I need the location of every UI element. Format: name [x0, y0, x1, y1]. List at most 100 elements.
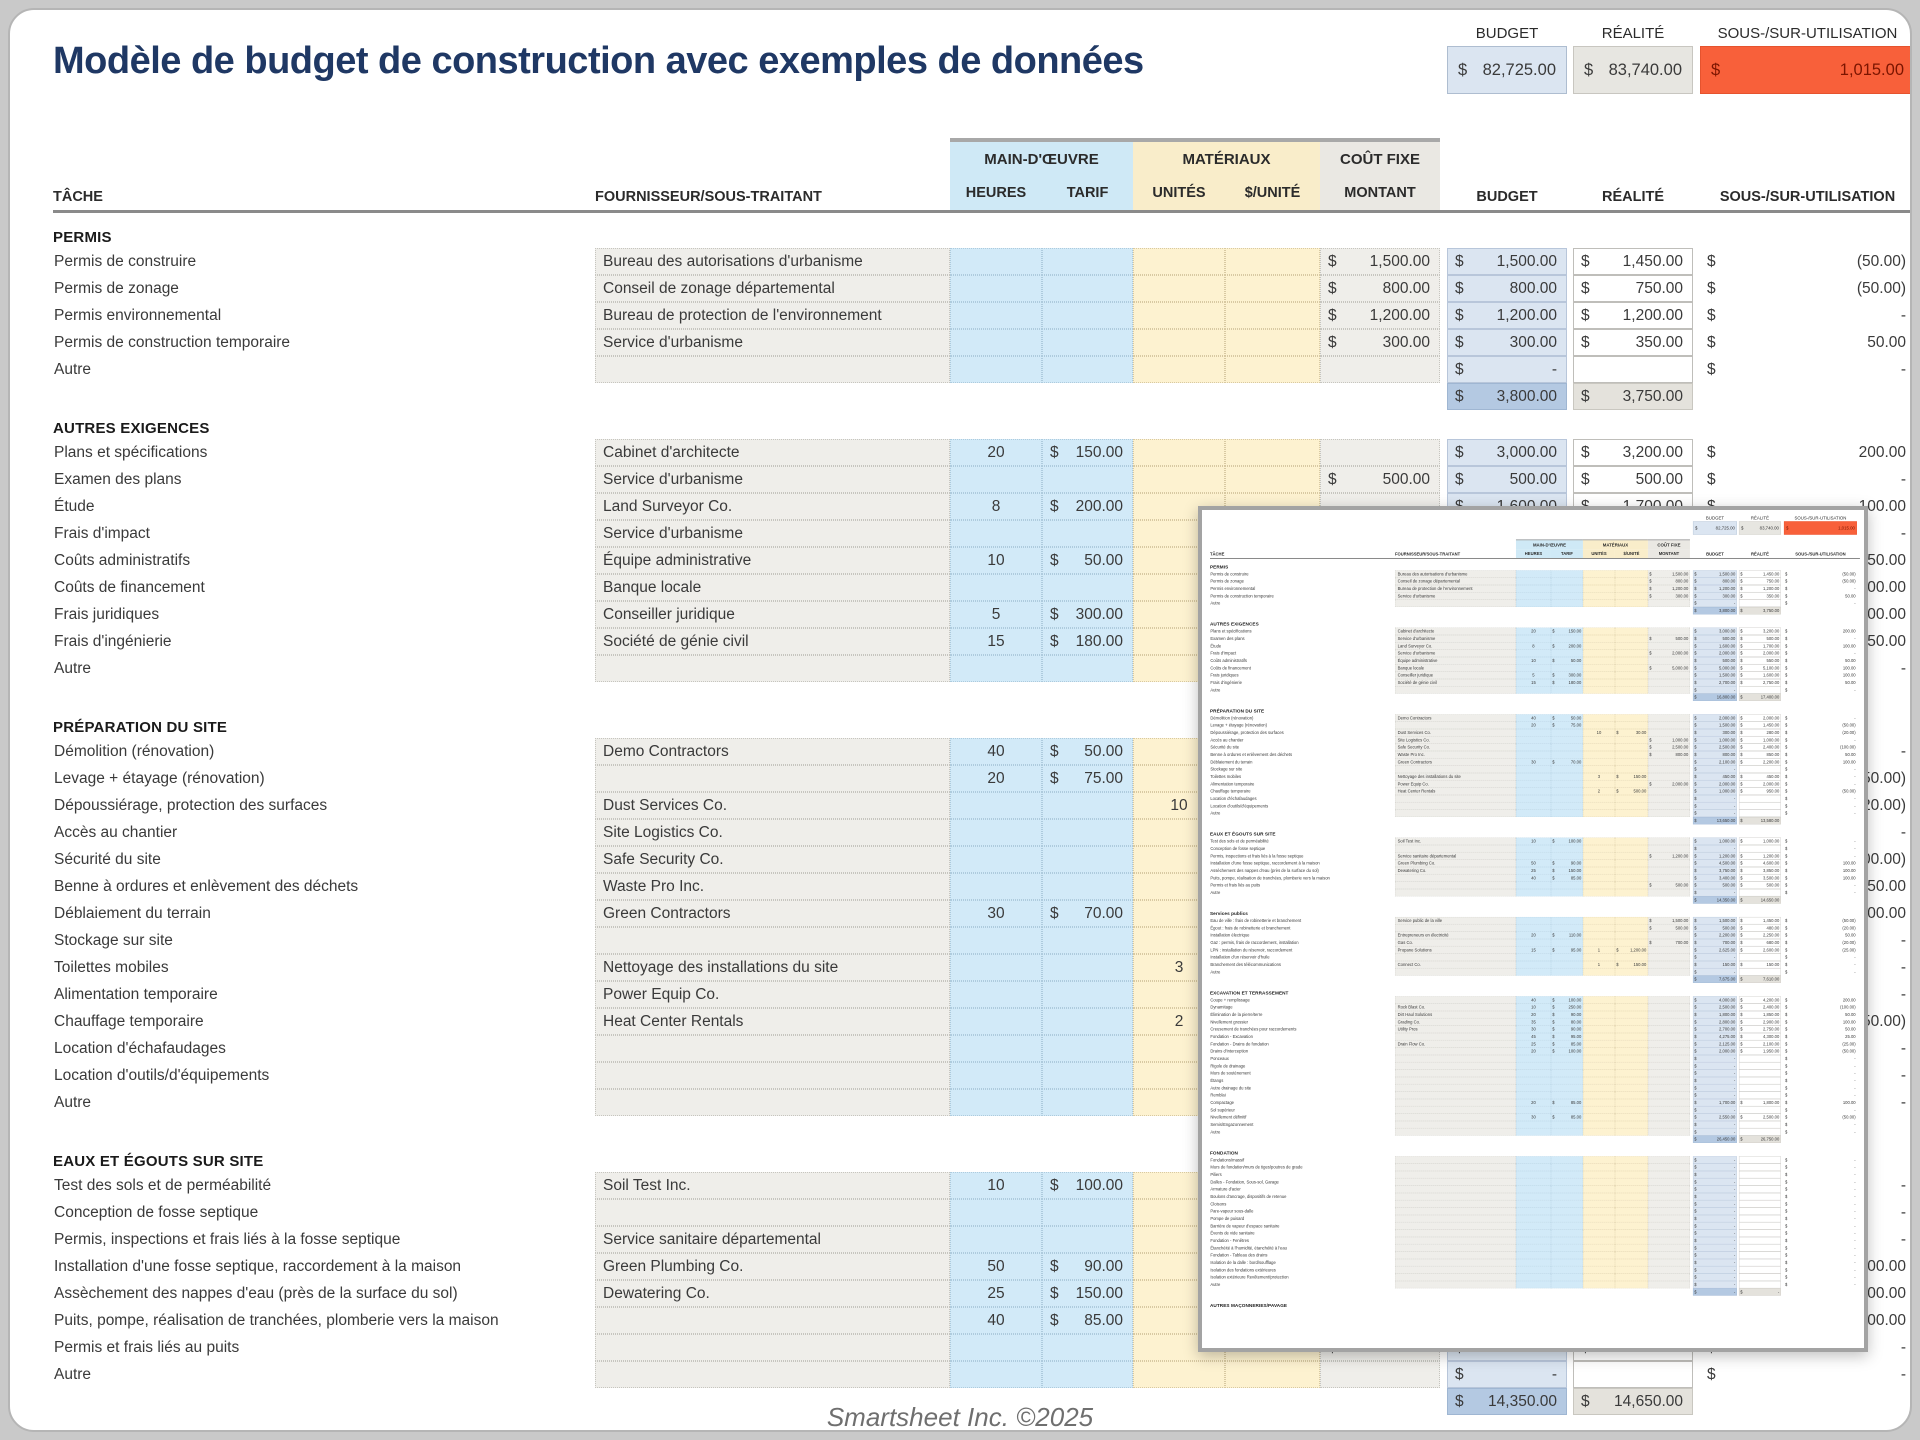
unit-price-cell[interactable] — [1225, 275, 1320, 302]
amount-cell[interactable]: $800.00 — [1320, 275, 1440, 302]
hours-cell[interactable]: 40 — [950, 738, 1042, 765]
task-cell[interactable]: Frais d'impact — [54, 524, 150, 542]
task-cell[interactable]: Accès au chantier — [54, 823, 178, 841]
hours-cell[interactable] — [950, 792, 1042, 819]
unit-price-cell[interactable] — [1225, 439, 1320, 466]
hours-cell[interactable] — [950, 846, 1042, 873]
rate-cell[interactable] — [1042, 1062, 1133, 1089]
rate-cell[interactable] — [1042, 1361, 1133, 1388]
rate-cell[interactable] — [1042, 248, 1133, 275]
supplier-cell[interactable]: Heat Center Rentals — [595, 1008, 950, 1035]
supplier-cell[interactable]: Service d'urbanisme — [595, 329, 950, 356]
rate-cell[interactable]: $70.00 — [1042, 900, 1133, 927]
supplier-cell[interactable]: Site Logistics Co. — [595, 819, 950, 846]
supplier-cell[interactable]: Green Plumbing Co. — [595, 1253, 950, 1280]
hours-cell[interactable] — [950, 356, 1042, 383]
rate-cell[interactable]: $150.00 — [1042, 1280, 1133, 1307]
supplier-cell[interactable]: Bureau de protection de l'environnement — [595, 302, 950, 329]
hours-cell[interactable]: 20 — [950, 765, 1042, 792]
task-cell[interactable]: Toilettes mobiles — [54, 958, 169, 976]
task-cell[interactable]: Benne à ordures et enlèvement des déchet… — [54, 877, 359, 895]
rate-cell[interactable] — [1042, 1334, 1133, 1361]
supplier-cell[interactable]: Bureau des autorisations d'urbanisme — [595, 248, 950, 275]
rate-cell[interactable] — [1042, 1089, 1133, 1116]
amount-cell[interactable]: $1,500.00 — [1320, 248, 1440, 275]
task-cell[interactable]: Puits, pompe, réalisation de tranchées, … — [54, 1311, 499, 1329]
hours-cell[interactable]: 10 — [950, 547, 1042, 574]
task-cell[interactable]: Déblaiement du terrain — [54, 904, 211, 922]
rate-cell[interactable] — [1042, 1226, 1133, 1253]
variance-cell[interactable]: $- — [1700, 302, 1910, 329]
supplier-cell[interactable]: Dust Services Co. — [595, 792, 950, 819]
unit-price-cell[interactable] — [1225, 248, 1320, 275]
task-cell[interactable]: Autre — [54, 1093, 92, 1111]
task-cell[interactable]: Permis et frais liés au puits — [54, 1338, 240, 1356]
hours-cell[interactable] — [950, 819, 1042, 846]
task-cell[interactable]: Stockage sur site — [54, 931, 173, 949]
variance-cell[interactable]: $- — [1700, 1361, 1910, 1388]
task-cell[interactable]: Location d'échafaudages — [54, 1039, 226, 1057]
hours-cell[interactable] — [950, 302, 1042, 329]
hours-cell[interactable]: 8 — [950, 493, 1042, 520]
supplier-cell[interactable] — [595, 655, 950, 682]
supplier-cell[interactable]: Conseiller juridique — [595, 601, 950, 628]
hours-cell[interactable] — [950, 275, 1042, 302]
actual-cell[interactable] — [1573, 1361, 1693, 1388]
hours-cell[interactable] — [950, 1008, 1042, 1035]
task-cell[interactable]: Sécurité du site — [54, 850, 161, 868]
hours-cell[interactable] — [950, 873, 1042, 900]
task-cell[interactable]: Permis environnemental — [54, 306, 222, 324]
hours-cell[interactable] — [950, 655, 1042, 682]
supplier-cell[interactable] — [595, 1307, 950, 1334]
rate-cell[interactable]: $75.00 — [1042, 765, 1133, 792]
unit-price-cell[interactable] — [1225, 302, 1320, 329]
supplier-cell[interactable] — [595, 1334, 950, 1361]
amount-cell[interactable]: $1,200.00 — [1320, 302, 1440, 329]
rate-cell[interactable] — [1042, 329, 1133, 356]
hours-cell[interactable] — [950, 1035, 1042, 1062]
hours-cell[interactable] — [950, 927, 1042, 954]
task-cell[interactable]: Chauffage temporaire — [54, 1012, 204, 1030]
supplier-cell[interactable]: Société de génie civil — [595, 628, 950, 655]
supplier-cell[interactable]: Service sanitaire départemental — [595, 1226, 950, 1253]
supplier-cell[interactable]: Green Contractors — [595, 900, 950, 927]
hours-cell[interactable] — [950, 466, 1042, 493]
section-total-budget[interactable]: $14,350.00 — [1447, 1388, 1567, 1415]
rate-cell[interactable]: $300.00 — [1042, 601, 1133, 628]
hours-cell[interactable] — [950, 981, 1042, 1008]
rate-cell[interactable] — [1042, 792, 1133, 819]
units-cell[interactable] — [1133, 275, 1225, 302]
hours-cell[interactable] — [950, 1089, 1042, 1116]
task-cell[interactable]: Location d'outils/d'équipements — [54, 1066, 270, 1084]
amount-cell[interactable] — [1320, 356, 1440, 383]
unit-price-cell[interactable] — [1225, 329, 1320, 356]
task-cell[interactable]: Démolition (rénovation) — [54, 742, 215, 760]
task-cell[interactable]: Frais juridiques — [54, 605, 160, 623]
hours-cell[interactable] — [950, 574, 1042, 601]
variance-cell[interactable]: $(50.00) — [1700, 248, 1910, 275]
unit-price-cell[interactable] — [1225, 356, 1320, 383]
units-cell[interactable] — [1133, 439, 1225, 466]
hours-cell[interactable]: 25 — [950, 1280, 1042, 1307]
supplier-cell[interactable] — [595, 765, 950, 792]
section-total-actual[interactable]: $14,650.00 — [1573, 1388, 1693, 1415]
task-cell[interactable]: Autre — [54, 1365, 92, 1383]
supplier-cell[interactable] — [595, 1035, 950, 1062]
hours-cell[interactable]: 30 — [950, 900, 1042, 927]
variance-cell[interactable]: $50.00 — [1700, 329, 1910, 356]
hours-cell[interactable] — [950, 1062, 1042, 1089]
hours-cell[interactable] — [950, 248, 1042, 275]
task-cell[interactable]: Assèchement des nappes d'eau (près de la… — [54, 1284, 458, 1302]
supplier-cell[interactable]: Service d'urbanisme — [595, 520, 950, 547]
rate-cell[interactable]: $150.00 — [1042, 439, 1133, 466]
task-cell[interactable]: Coûts administratifs — [54, 551, 191, 569]
rate-cell[interactable]: $85.00 — [1042, 1307, 1133, 1334]
task-cell[interactable]: Permis de zonage — [54, 279, 179, 297]
supplier-cell[interactable]: Waste Pro Inc. — [595, 873, 950, 900]
task-cell[interactable]: Conception de fosse septique — [54, 1203, 259, 1221]
rate-cell[interactable]: $90.00 — [1042, 1253, 1133, 1280]
task-cell[interactable]: Étude — [54, 497, 95, 515]
rate-cell[interactable]: $100.00 — [1042, 1172, 1133, 1199]
units-cell[interactable] — [1133, 466, 1225, 493]
budget-cell[interactable]: $300.00 — [1447, 329, 1567, 356]
